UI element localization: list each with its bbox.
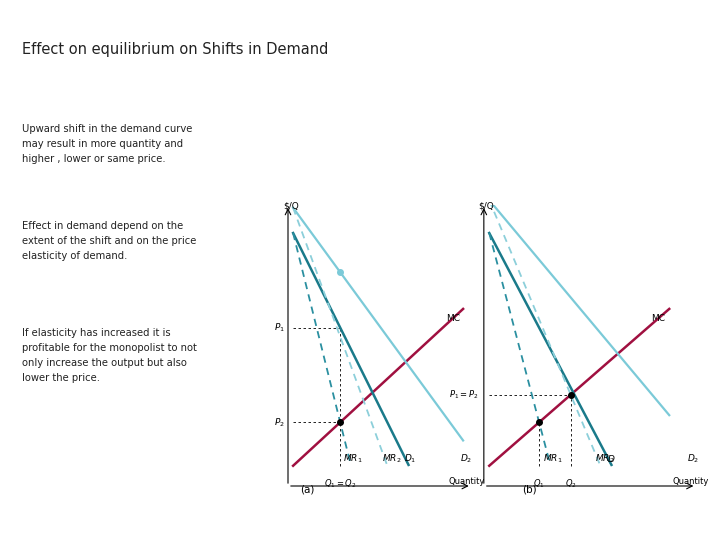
- Text: $MR_2$: $MR_2$: [595, 453, 614, 465]
- Text: MC: MC: [652, 314, 665, 323]
- Text: (b): (b): [522, 485, 536, 495]
- Text: $/Q: $/Q: [478, 201, 494, 210]
- Text: Upward shift in the demand curve
may result in more quantity and
higher , lower : Upward shift in the demand curve may res…: [22, 124, 192, 164]
- Text: $P_2$: $P_2$: [274, 416, 284, 429]
- Text: $Q_1 = Q_2$: $Q_1 = Q_2$: [324, 477, 356, 490]
- Text: $D_2$: $D_2$: [459, 453, 472, 465]
- Text: MC: MC: [446, 314, 460, 323]
- Text: $P_1$: $P_1$: [274, 321, 284, 334]
- Text: $D_1$: $D_1$: [404, 453, 416, 465]
- Text: $D$: $D$: [606, 453, 615, 464]
- Text: (a): (a): [300, 485, 315, 495]
- Text: $MR_1$: $MR_1$: [343, 453, 362, 465]
- Text: If elasticity has increased it is
profitable for the monopolist to not
only incr: If elasticity has increased it is profit…: [22, 328, 197, 383]
- Text: $Q_1$: $Q_1$: [534, 477, 545, 490]
- Text: $D_2$: $D_2$: [687, 453, 700, 465]
- Text: Quantity: Quantity: [449, 477, 485, 486]
- Text: $MR_1$: $MR_1$: [544, 453, 563, 465]
- Text: $P_1 = P_2$: $P_1 = P_2$: [449, 388, 478, 401]
- Text: Quantity: Quantity: [672, 477, 709, 486]
- Text: $MR_2$: $MR_2$: [382, 453, 402, 465]
- Text: Effect on equilibrium on Shifts in Demand: Effect on equilibrium on Shifts in Deman…: [22, 42, 328, 57]
- Text: Effect in demand depend on the
extent of the shift and on the price
elasticity o: Effect in demand depend on the extent of…: [22, 221, 196, 261]
- Text: $Q_2$: $Q_2$: [564, 477, 577, 490]
- Text: $/Q: $/Q: [283, 201, 299, 210]
